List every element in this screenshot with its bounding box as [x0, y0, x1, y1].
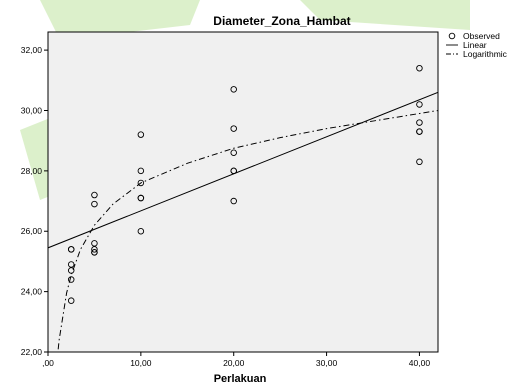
observed-point [137, 194, 145, 202]
plot-area [47, 31, 439, 353]
y-axis: 22,00 24,00 26,00 28,00 30,00 32,00 [21, 45, 48, 357]
observed-point [91, 200, 98, 208]
observed-point [416, 119, 423, 126]
series-layer [48, 64, 438, 352]
x-axis-label: Perlakuan [214, 373, 267, 385]
chart-title: Diameter_Zona_Hambat [213, 14, 350, 28]
legend: Observed Linear Logarithmic [446, 31, 508, 59]
x-axis: ,00 10,00 20,00 30,00 40,00 [42, 352, 430, 368]
observed-point [230, 86, 237, 93]
observed-point [230, 197, 237, 205]
legend-logarithmic-label: Logarithmic [463, 49, 508, 59]
series-linear-line [48, 91, 438, 249]
observed-point [137, 167, 145, 175]
x-tick-label: 30,00 [316, 358, 338, 368]
observed-point [91, 249, 98, 256]
legend-observed-label: Observed [463, 31, 500, 41]
y-tick-label: 26,00 [21, 226, 43, 236]
observed-point [67, 246, 75, 253]
x-tick-label: 10,00 [130, 358, 152, 368]
observed-point [67, 276, 75, 283]
x-tick-label: ,00 [42, 358, 54, 368]
observed-point [137, 131, 145, 138]
y-tick-label: 22,00 [21, 347, 43, 357]
observed-point [91, 240, 98, 247]
observed-point [416, 128, 423, 135]
y-tick-label: 32,00 [21, 45, 43, 55]
observed-point [67, 261, 75, 268]
observed-point [230, 125, 237, 132]
series-logarithmic-line [57, 109, 438, 352]
legend-linear-label: Linear [463, 40, 487, 50]
y-tick-label: 24,00 [21, 287, 43, 297]
y-tick-label: 28,00 [21, 166, 43, 176]
observed-point [230, 149, 237, 157]
observed-point [67, 297, 75, 304]
observed-point [137, 227, 145, 235]
x-tick-label: 40,00 [409, 358, 431, 368]
x-tick-label: 20,00 [223, 358, 245, 368]
observed-point [416, 64, 423, 72]
y-tick-label: 30,00 [21, 105, 43, 115]
legend-observed-marker [448, 32, 456, 40]
observed-point [230, 167, 237, 175]
observed-point [91, 191, 98, 199]
observed-point [137, 179, 145, 187]
observed-point [416, 158, 423, 166]
observed-point [416, 101, 423, 108]
